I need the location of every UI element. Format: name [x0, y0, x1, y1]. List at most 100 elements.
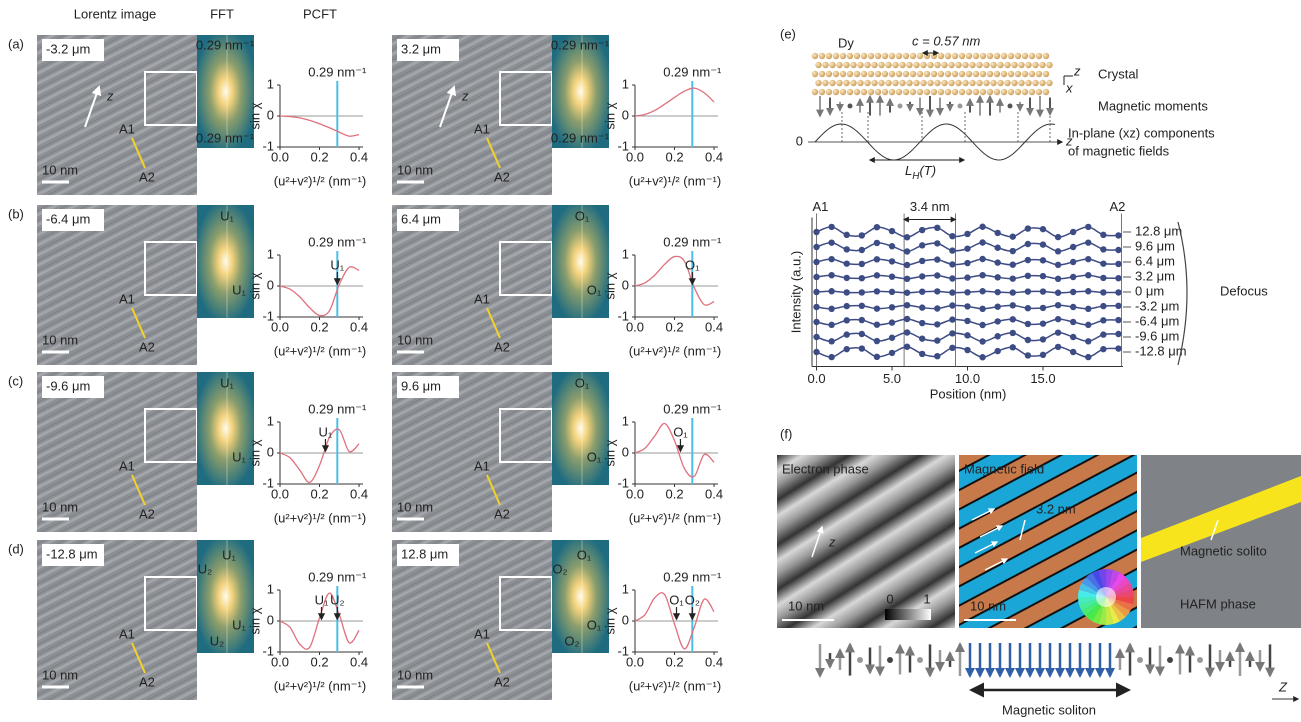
atom [1001, 53, 1007, 59]
trace-point [1100, 346, 1106, 352]
trace-point [964, 318, 970, 324]
fft-label: O₁ [575, 375, 590, 390]
trace-point [1100, 232, 1106, 238]
y-axis-label: sin χ [602, 272, 617, 299]
atom [812, 89, 818, 95]
atom [983, 62, 989, 68]
trace-point [1040, 352, 1046, 358]
trace-point [1025, 273, 1031, 279]
atom [1046, 62, 1052, 68]
trace-point [979, 239, 985, 245]
trace-point [904, 248, 910, 254]
trace-point [1010, 233, 1016, 239]
trace-point [874, 224, 880, 230]
atom [1036, 53, 1042, 59]
x-tick-label: 0.0 [626, 319, 644, 334]
atom [955, 62, 961, 68]
x-tick-label: 0.0 [271, 486, 289, 501]
defocus-label: 12.8 μm [401, 546, 448, 561]
atom [822, 80, 828, 86]
x-tick-label: 0.0 [807, 371, 825, 386]
phase-label: HAFM phase [1180, 596, 1256, 611]
spin-dot [887, 657, 893, 663]
column-header: PCFT [303, 6, 337, 21]
trace-point [994, 348, 1000, 354]
trace-point [1025, 288, 1031, 294]
x-tick-label: 0.0 [626, 486, 644, 501]
z-label: z [106, 88, 114, 103]
atom [966, 89, 972, 95]
x-axis-label: (u²+v²)¹/² (nm⁻¹) [274, 678, 366, 693]
atom [829, 62, 835, 68]
frequency-label: 0.29 nm⁻¹ [308, 569, 367, 584]
x-axis-label: Position (nm) [930, 386, 1007, 401]
trace-point [844, 289, 850, 295]
atom [980, 53, 986, 59]
legend-label: 6.4 μm [1135, 253, 1175, 268]
figure: Lorentz imageFFTPCFT(a)-3.2 μmzA1A210 nm… [0, 0, 1301, 722]
trace-point [1040, 336, 1046, 342]
scale-bar-label: 10 nm [42, 162, 78, 177]
legend-label: 3.2 μm [1135, 268, 1175, 283]
scale-bar-label: 10 nm [42, 499, 78, 514]
atom [952, 71, 958, 77]
fft-label: 0.29 nm⁻¹ [551, 37, 610, 52]
atom [952, 89, 958, 95]
trace-point [889, 274, 895, 280]
start-label: A1 [813, 199, 829, 214]
axis-label: x [1065, 80, 1073, 95]
atom [815, 62, 821, 68]
fft-label: U₁ [232, 617, 246, 632]
x-tick-label: 0.4 [705, 654, 723, 669]
atom [924, 71, 930, 77]
trace-point [874, 338, 880, 344]
scale-bar-label: 10 nm [397, 499, 433, 514]
y-axis-label: sin χ [602, 607, 617, 634]
trace-point [919, 351, 925, 357]
y-tick-label: 1 [267, 413, 274, 428]
panel-label: (d) [8, 541, 24, 556]
trace-point [934, 321, 940, 327]
atom [1018, 62, 1024, 68]
atom [1022, 89, 1028, 95]
atom [1029, 53, 1035, 59]
y-tick-label: 1 [622, 76, 629, 91]
trace-point [964, 231, 970, 237]
trace-point [949, 289, 955, 295]
trace-point [859, 232, 865, 238]
x-tick-label: 0.2 [310, 149, 328, 164]
legend-label: 12.8 μm [1135, 223, 1182, 238]
atom [1029, 71, 1035, 77]
trace-point [994, 318, 1000, 324]
trace-point [904, 344, 910, 350]
y-axis-label: sin χ [602, 439, 617, 466]
trace-point [1070, 304, 1076, 310]
fft-label: 0.29 nm⁻¹ [196, 37, 255, 52]
atom [987, 71, 993, 77]
trace-point [874, 354, 880, 360]
legend-label: 0 μm [1135, 283, 1164, 298]
x-axis-label: (u²+v²)¹/² (nm⁻¹) [629, 343, 721, 358]
legend-label: -3.2 μm [1135, 298, 1179, 313]
defocus-label: 6.4 μm [401, 211, 441, 226]
axis-label: Z [1278, 679, 1288, 694]
atom [899, 80, 905, 86]
x-axis-label: (u²+v²)¹/² (nm⁻¹) [629, 173, 721, 188]
trace-point [979, 256, 985, 262]
atom [1015, 71, 1021, 77]
atom [843, 80, 849, 86]
atom [833, 89, 839, 95]
atom [903, 53, 909, 59]
trace-point [1070, 349, 1076, 355]
x-tick-label: 0.0 [271, 319, 289, 334]
legend-label: -12.8 μm [1135, 343, 1187, 358]
atom [1018, 80, 1024, 86]
atom [1022, 53, 1028, 59]
atom [983, 80, 989, 86]
trace-point [889, 289, 895, 295]
atom [819, 89, 825, 95]
atom [966, 71, 972, 77]
trace-point [979, 354, 985, 360]
atom [896, 89, 902, 95]
trace-point [979, 338, 985, 344]
